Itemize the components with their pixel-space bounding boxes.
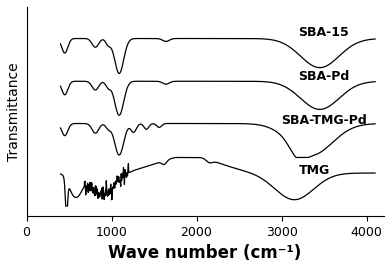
Text: SBA-15: SBA-15 (299, 26, 349, 40)
Text: TMG: TMG (299, 164, 330, 177)
X-axis label: Wave number (cm⁻¹): Wave number (cm⁻¹) (109, 244, 302, 262)
Text: SBA-Pd: SBA-Pd (299, 70, 350, 83)
Text: SBA-TMG-Pd: SBA-TMG-Pd (281, 114, 367, 128)
Y-axis label: Transmittance: Transmittance (7, 62, 21, 161)
